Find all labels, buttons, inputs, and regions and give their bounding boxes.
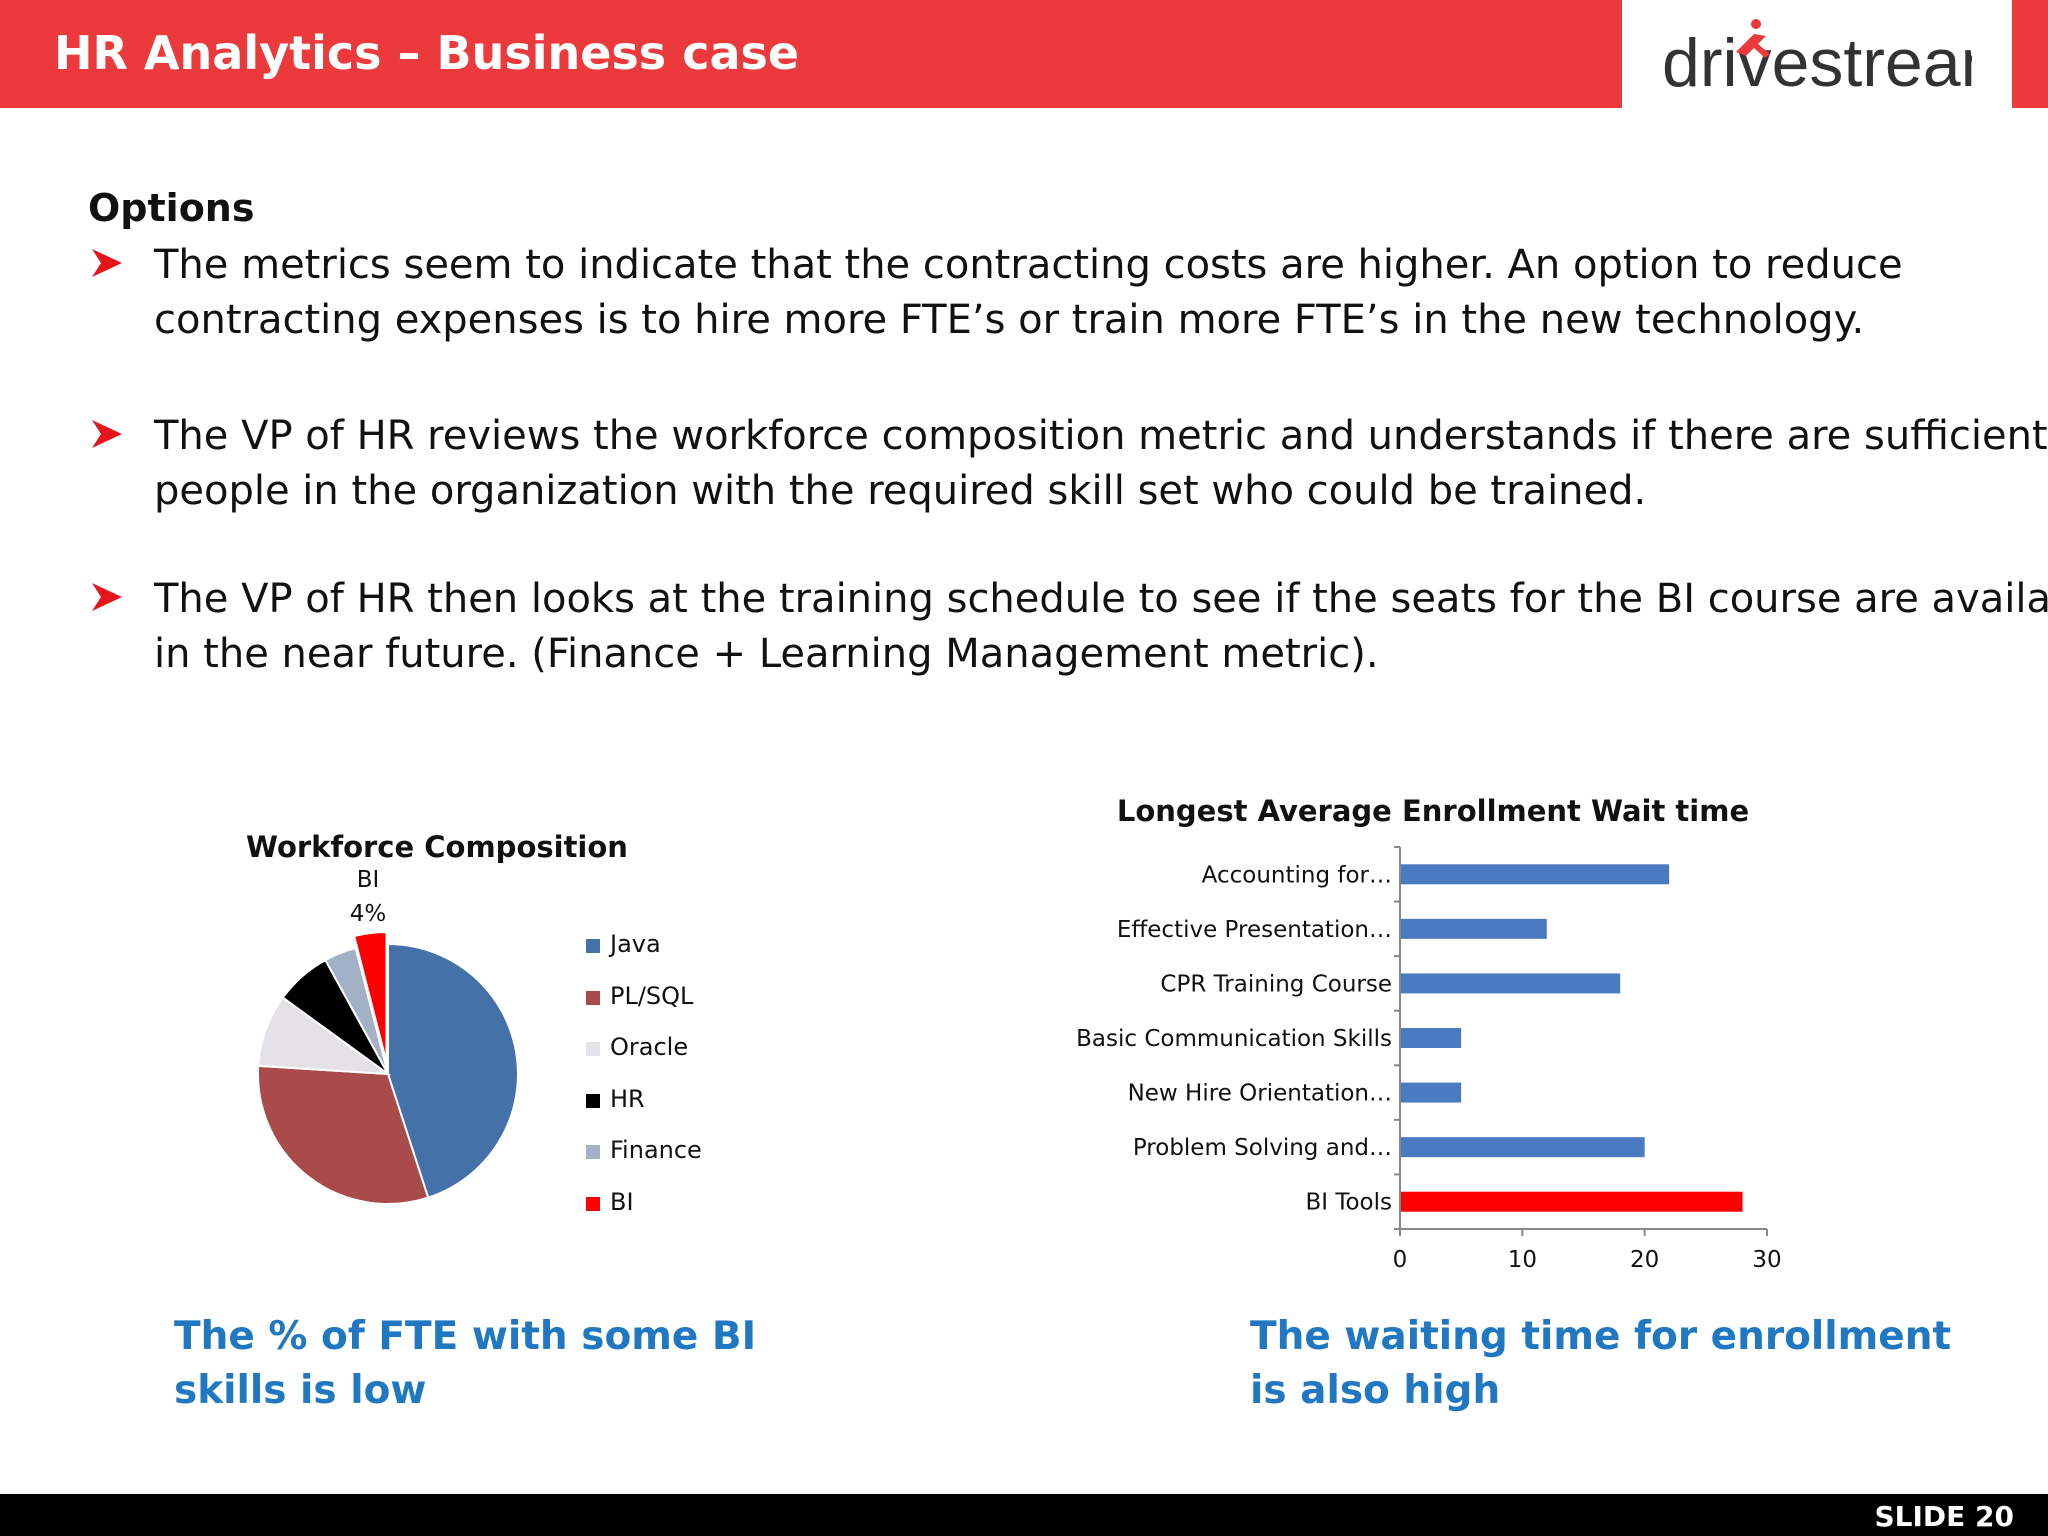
legend-swatch	[586, 990, 600, 1005]
bullet-text: in the near future. (Finance + Learning …	[154, 631, 1379, 677]
y-tick-label: Accounting for…	[1202, 862, 1392, 888]
x-tick-label: 0	[1393, 1247, 1408, 1273]
slide-number: SLIDE 20	[1874, 1500, 2014, 1533]
legend-swatch	[586, 1196, 600, 1211]
legend-label: PL/SQL	[610, 981, 694, 1010]
bullet-text: The VP of HR reviews the workforce compo…	[154, 413, 2048, 459]
section-heading: Options	[88, 186, 255, 230]
logo-figure-icon	[1736, 19, 1770, 58]
header-accent-stub	[2012, 0, 2048, 108]
bullet-text: contracting expenses is to hire more FTE…	[154, 297, 1865, 343]
bullet-text: The VP of HR then looks at the training …	[154, 576, 2048, 622]
arrow-bullet-icon	[92, 420, 122, 448]
drivestream-logo: drivestream	[1662, 19, 1972, 101]
pie-slice-finance	[324, 946, 389, 1075]
bar-accounting-for	[1401, 864, 1670, 885]
pie-data-label-value: 4%	[350, 901, 387, 927]
y-tick-label: Basic Communication Skills	[1076, 1026, 1392, 1052]
y-tick-label: CPR Training Course	[1160, 971, 1392, 997]
pie-slice-java	[387, 942, 519, 1199]
bar-bi-tools	[1401, 1191, 1743, 1212]
bullet-text: people in the organization with the requ…	[154, 468, 1647, 514]
left-caption: The % of FTE with some BI skills is low	[174, 1310, 756, 1418]
right-caption-line: The waiting time for enrollment	[1250, 1314, 1952, 1359]
legend-label: HR	[610, 1084, 645, 1113]
legend-swatch	[586, 1042, 600, 1056]
header-bar	[0, 0, 1622, 108]
y-tick-label: New Hire Orientation…	[1128, 1081, 1392, 1107]
svg-text:drivestream: drivestream	[1662, 25, 1972, 101]
x-tick-label: 10	[1508, 1247, 1537, 1273]
left-caption-line: The % of FTE with some BI	[174, 1314, 757, 1359]
legend-label: Finance	[610, 1136, 702, 1164]
legend-swatch	[586, 1093, 600, 1108]
right-caption-line: is also high	[1250, 1368, 1501, 1413]
arrow-bullet-icon	[92, 583, 122, 611]
footer-bar: SLIDE 20	[0, 1494, 2048, 1536]
bar-chart-title: Longest Average Enrollment Wait time	[1116, 794, 1750, 828]
enrollment-wait-bar-chart: Accounting for… Effective Presentation… CP…	[1076, 846, 1782, 1273]
x-tick-label: 30	[1752, 1247, 1781, 1273]
bullet-text: The metrics seem to indicate that the co…	[154, 242, 1903, 288]
y-tick-label: BI Tools	[1305, 1190, 1392, 1216]
bar-effective-presentation	[1401, 918, 1547, 939]
pie-slice-pl-sql	[257, 1064, 430, 1205]
y-tick-label: Effective Presentation…	[1117, 917, 1392, 943]
bar-basic-communication-skills	[1401, 1028, 1462, 1048]
arrow-bullet-icon	[92, 249, 122, 277]
bar-cpr-training-course	[1401, 973, 1621, 994]
slide-title: HR Analytics – Business case	[54, 26, 800, 80]
pie-chart-title: Workforce Composition	[246, 830, 628, 864]
legend-label: BI	[610, 1187, 634, 1216]
y-tick-label: Problem Solving and…	[1133, 1135, 1392, 1161]
legend-swatch	[586, 1145, 600, 1159]
bar-new-hire-orientation	[1401, 1082, 1462, 1103]
bar-problem-solving-and	[1401, 1137, 1645, 1158]
right-caption: The waiting time for enrollment is also …	[1250, 1310, 1951, 1418]
x-tick-label: 20	[1630, 1247, 1659, 1273]
workforce-pie-chart: BI 4%	[257, 867, 519, 1205]
legend-label: Java	[610, 930, 661, 958]
legend-swatch	[586, 939, 600, 953]
pie-data-label-category: BI	[357, 867, 380, 893]
pie-slice-bi	[352, 931, 388, 1063]
legend-label: Oracle	[610, 1033, 689, 1061]
left-caption-line: skills is low	[174, 1368, 427, 1413]
